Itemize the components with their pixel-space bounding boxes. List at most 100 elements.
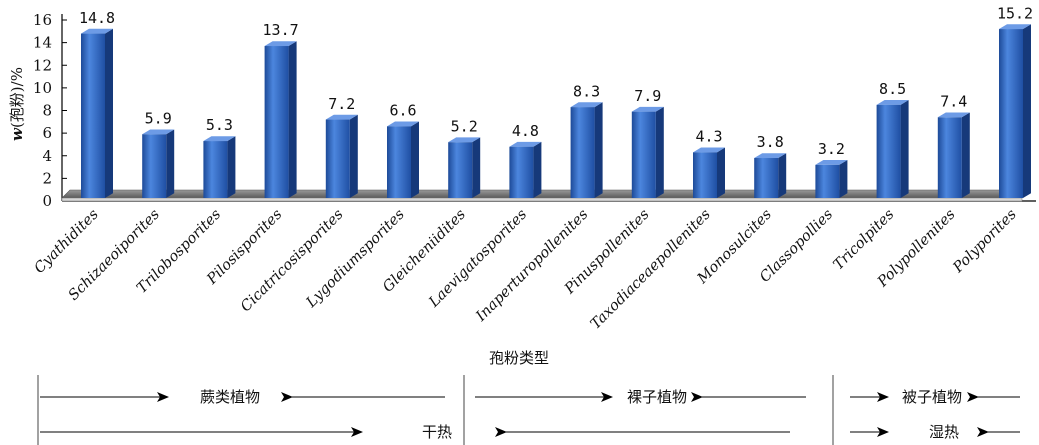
bar bbox=[448, 137, 481, 198]
bar-front bbox=[876, 104, 901, 198]
y-axis-label-variable: w bbox=[8, 127, 26, 141]
bar-top bbox=[387, 121, 419, 127]
bar-front bbox=[81, 33, 105, 199]
dry-hot-label: 干热 bbox=[422, 423, 452, 441]
bar-top bbox=[693, 147, 725, 153]
bar bbox=[387, 121, 419, 198]
floor-front bbox=[61, 197, 1023, 202]
y-tick-label: 0 bbox=[42, 192, 52, 210]
value-label: 7.4 bbox=[940, 92, 967, 110]
bar-side bbox=[533, 141, 542, 198]
value-label: 8.5 bbox=[879, 80, 906, 98]
value-label: 4.8 bbox=[512, 122, 539, 140]
value-label: 13.7 bbox=[263, 21, 299, 39]
bar-top bbox=[754, 153, 787, 159]
bar bbox=[631, 106, 664, 198]
bar-front bbox=[325, 119, 350, 198]
bar-front bbox=[203, 141, 228, 198]
bar-top bbox=[81, 28, 113, 34]
y-tick-label: 16 bbox=[33, 11, 52, 29]
y-tick-label: 2 bbox=[42, 169, 52, 187]
bar-side bbox=[839, 160, 848, 198]
bar-top bbox=[570, 102, 603, 108]
value-label: 5.2 bbox=[451, 117, 478, 135]
bar-top bbox=[876, 100, 909, 105]
bar-top bbox=[509, 141, 542, 147]
category-labels: CyathiditesSchizaeoiporitesTrilobosporit… bbox=[31, 207, 1019, 333]
bar bbox=[509, 141, 542, 198]
value-label: 7.9 bbox=[634, 87, 661, 105]
bar-side bbox=[778, 153, 787, 198]
bar-top bbox=[448, 137, 481, 143]
bar-side bbox=[227, 136, 236, 198]
y-tick-label: 12 bbox=[33, 56, 52, 74]
y-tick-label: 8 bbox=[42, 102, 52, 120]
bar-front bbox=[693, 152, 717, 198]
bar-front bbox=[448, 142, 473, 198]
value-label: 7.2 bbox=[328, 95, 355, 113]
bar-side bbox=[472, 137, 481, 198]
bar-top bbox=[264, 41, 297, 47]
bar bbox=[570, 102, 603, 198]
bar-front bbox=[264, 46, 289, 198]
bar-front bbox=[142, 134, 167, 198]
bar-side bbox=[1023, 24, 1031, 198]
category-label: Inaperturopollenites bbox=[473, 207, 592, 326]
bar-top bbox=[203, 136, 236, 142]
bar-top bbox=[999, 24, 1031, 30]
bar-side bbox=[961, 112, 970, 198]
plant-group-annotations: 蕨类植物 裸子植物 被子植物 干热 湿热 bbox=[37, 375, 1020, 445]
bar-top bbox=[631, 106, 664, 112]
wet-hot-label: 湿热 bbox=[929, 423, 959, 441]
bar-side bbox=[717, 147, 725, 198]
bar-top bbox=[815, 160, 848, 165]
bar-front bbox=[754, 158, 779, 198]
bar-top bbox=[325, 114, 358, 120]
bar-front bbox=[387, 126, 411, 198]
value-label: 3.8 bbox=[757, 133, 784, 151]
bar bbox=[81, 28, 113, 199]
value-label: 5.3 bbox=[206, 116, 233, 134]
value-label: 14.8 bbox=[79, 9, 115, 27]
y-tick-label: 14 bbox=[33, 34, 52, 52]
bar-side bbox=[166, 129, 175, 198]
y-tick-label: 6 bbox=[42, 124, 52, 142]
bar bbox=[693, 147, 725, 198]
fern-group-label: 蕨类植物 bbox=[200, 388, 260, 406]
bar bbox=[325, 114, 358, 198]
value-label: 6.6 bbox=[389, 102, 416, 120]
gymno-group-label: 裸子植物 bbox=[627, 388, 687, 406]
bar-front bbox=[509, 146, 534, 198]
y-tick-label: 4 bbox=[42, 147, 52, 165]
value-label: 8.3 bbox=[573, 82, 600, 100]
bar-front bbox=[937, 117, 962, 198]
bar-top bbox=[142, 129, 175, 135]
category-label: Cicatricosisporites bbox=[238, 207, 347, 316]
bar-front bbox=[631, 111, 656, 198]
bar-side bbox=[288, 41, 297, 198]
category-label: Polyporites bbox=[950, 207, 1020, 277]
angio-group-label: 被子植物 bbox=[902, 388, 962, 406]
bars bbox=[81, 24, 1031, 199]
value-label: 5.9 bbox=[145, 109, 172, 127]
bar-side bbox=[594, 102, 603, 198]
bar bbox=[937, 112, 970, 198]
value-label: 3.2 bbox=[818, 140, 845, 158]
x-axis-label: 孢粉类型 bbox=[489, 349, 549, 367]
bar bbox=[754, 153, 787, 198]
category-label: Tricolpites bbox=[831, 207, 898, 274]
value-label: 4.3 bbox=[695, 128, 722, 146]
value-labels: 14.8 5.9 5.3 13.7 7.2 6.6 5.2 4.8 8.3 7.9 4.3 3.8 3.… bbox=[79, 4, 1033, 158]
bar-side bbox=[349, 114, 358, 198]
bar-front bbox=[999, 29, 1023, 198]
y-axis-label-text: (孢粉)/% bbox=[8, 67, 26, 128]
bar-side bbox=[105, 28, 113, 199]
y-tick-label: 10 bbox=[33, 79, 52, 97]
bar bbox=[264, 41, 297, 198]
bar-front bbox=[570, 107, 595, 198]
category-label: Taxodiaceaepollenites bbox=[588, 207, 714, 333]
bar bbox=[203, 136, 236, 198]
value-label: 15.2 bbox=[997, 4, 1033, 22]
bar bbox=[876, 100, 909, 198]
